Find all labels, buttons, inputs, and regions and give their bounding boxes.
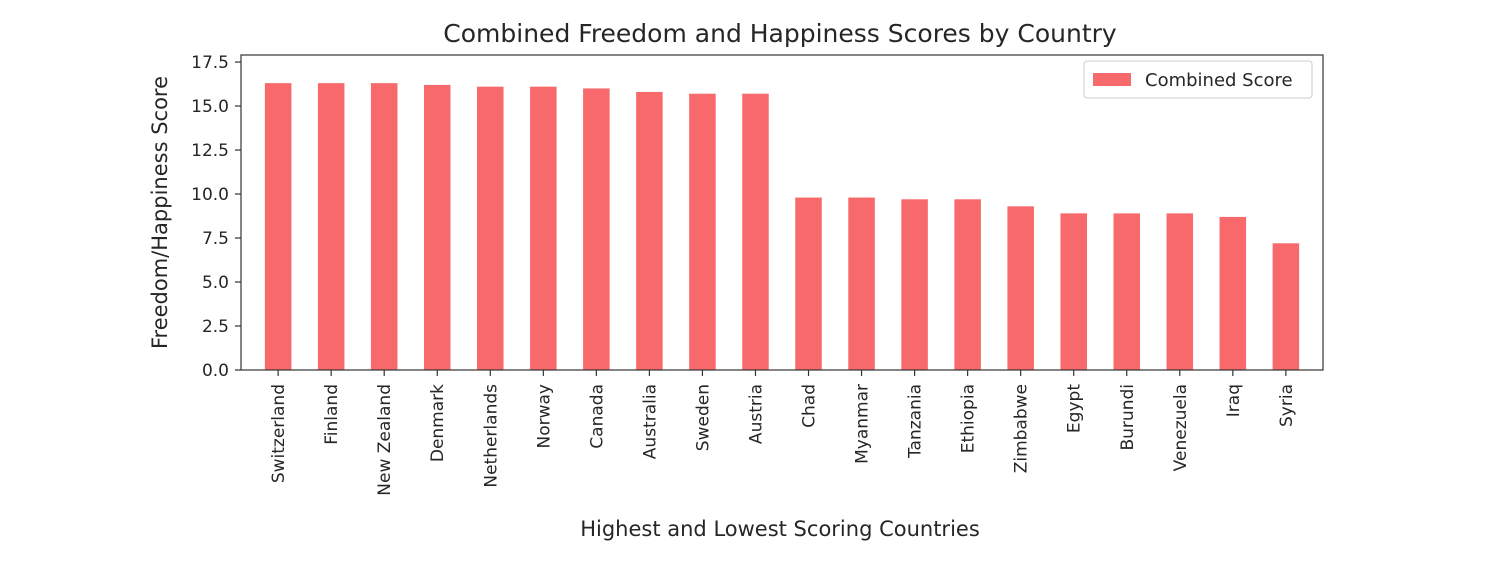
y-tick-label: 17.5: [191, 53, 229, 73]
x-tick-label: Finland: [322, 384, 342, 445]
x-axis-label: Highest and Lowest Scoring Countries: [580, 517, 980, 541]
x-tick-label: Ethiopia: [959, 384, 979, 453]
x-tick-label: Austria: [746, 384, 766, 444]
bar: [1272, 243, 1300, 370]
x-tick-label: Denmark: [428, 384, 448, 462]
bar: [636, 91, 663, 370]
bar: [795, 197, 822, 370]
bar: [317, 83, 345, 370]
y-axis-label: Freedom/Happiness Score: [148, 76, 172, 349]
x-tick-label: Tanzania: [906, 384, 926, 459]
bar: [1113, 213, 1141, 370]
plot-frame: [240, 54, 1324, 371]
x-tick-label: Venezuela: [1171, 384, 1191, 471]
bar: [1060, 213, 1087, 370]
bar: [423, 84, 451, 370]
y-tick-label: 2.5: [202, 317, 229, 337]
x-tick-label: Burundi: [1118, 384, 1138, 451]
bar: [1219, 216, 1247, 370]
bar: [370, 83, 398, 370]
y-tick-label: 15.0: [191, 97, 229, 117]
x-tick-label: Norway: [534, 384, 554, 449]
bars-group: [264, 83, 1300, 371]
x-tick-label: Australia: [640, 384, 660, 459]
bar: [742, 93, 769, 370]
x-tick-label: Chad: [800, 384, 820, 428]
bar: [954, 199, 981, 370]
x-tick-label: Sweden: [693, 384, 713, 451]
bar: [530, 86, 557, 371]
x-tick-label: Switzerland: [269, 384, 289, 483]
x-tick-label: Myanmar: [853, 384, 873, 464]
bar: [1007, 206, 1034, 370]
y-tick-label: 10.0: [191, 185, 229, 205]
legend-swatch: [1093, 73, 1131, 86]
x-tick-label: Syria: [1277, 384, 1297, 427]
x-tick-label: New Zealand: [375, 384, 395, 496]
x-tick-label: Iraq: [1224, 384, 1244, 417]
bar: [1166, 213, 1194, 370]
x-tick-label: Egypt: [1065, 384, 1085, 433]
y-tick-label: 12.5: [191, 141, 229, 161]
x-axis-ticks: Switzerland Finland New Zealand Denmark Neth…: [269, 370, 1297, 496]
chart-title: Combined Freedom and Happiness Scores by…: [443, 19, 1117, 48]
y-tick-label: 5.0: [202, 273, 229, 293]
bar: [689, 93, 716, 370]
x-tick-label: Canada: [587, 384, 607, 449]
bar: [583, 88, 610, 370]
y-tick-label: 7.5: [202, 229, 229, 249]
bar: [901, 199, 928, 370]
bar: [848, 197, 875, 370]
x-tick-label: Zimbabwe: [1012, 384, 1032, 473]
legend-label: Combined Score: [1145, 70, 1293, 91]
y-tick-label: 0.0: [202, 361, 229, 381]
x-tick-label: Netherlands: [481, 384, 501, 488]
legend-box: [1083, 60, 1313, 99]
y-axis-ticks: 0.0 2.5 5.0 7.5 10.0 12.5 15.0 17.5: [191, 53, 241, 381]
legend: Combined Score: [1083, 60, 1313, 99]
bar: [264, 83, 292, 370]
bar: [477, 86, 504, 371]
